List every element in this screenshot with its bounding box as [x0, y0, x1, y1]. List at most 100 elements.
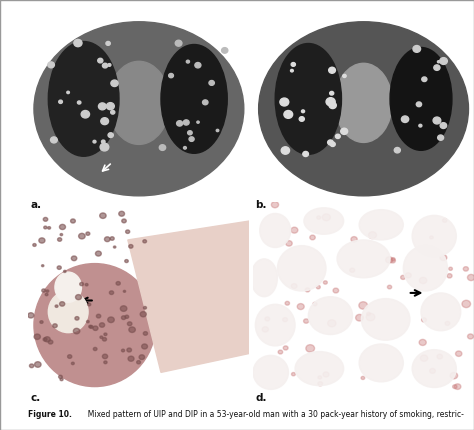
Text: c.: c.: [31, 393, 41, 402]
Circle shape: [123, 290, 126, 292]
Circle shape: [102, 338, 107, 341]
Circle shape: [463, 267, 468, 271]
Circle shape: [57, 238, 62, 241]
Circle shape: [422, 77, 427, 82]
Circle shape: [111, 80, 118, 86]
Ellipse shape: [255, 304, 295, 346]
Circle shape: [209, 80, 214, 85]
Circle shape: [120, 306, 127, 311]
Circle shape: [75, 295, 82, 300]
Circle shape: [102, 63, 108, 68]
Circle shape: [186, 60, 190, 63]
Ellipse shape: [421, 293, 461, 331]
Circle shape: [129, 327, 136, 332]
Circle shape: [322, 214, 330, 221]
Ellipse shape: [275, 43, 341, 154]
Circle shape: [169, 74, 173, 78]
Circle shape: [366, 312, 371, 316]
Circle shape: [291, 62, 295, 66]
Circle shape: [462, 300, 471, 307]
Ellipse shape: [108, 61, 170, 144]
Circle shape: [100, 213, 106, 218]
Circle shape: [144, 307, 146, 309]
Ellipse shape: [295, 352, 344, 386]
Circle shape: [280, 98, 289, 106]
Circle shape: [55, 305, 58, 307]
Circle shape: [34, 334, 40, 339]
Ellipse shape: [161, 45, 227, 153]
Circle shape: [323, 372, 329, 377]
Text: a.: a.: [31, 200, 42, 209]
Circle shape: [328, 67, 336, 73]
Circle shape: [318, 376, 322, 379]
Circle shape: [104, 361, 107, 364]
Circle shape: [90, 326, 93, 329]
Circle shape: [128, 356, 134, 361]
Circle shape: [100, 336, 103, 338]
Circle shape: [96, 314, 101, 318]
Circle shape: [53, 324, 57, 328]
Circle shape: [57, 266, 61, 269]
Circle shape: [28, 313, 34, 318]
Circle shape: [330, 142, 335, 147]
Circle shape: [440, 123, 447, 129]
Circle shape: [222, 48, 228, 53]
Circle shape: [305, 288, 310, 292]
Circle shape: [143, 240, 146, 243]
Circle shape: [33, 243, 36, 246]
Circle shape: [281, 147, 290, 154]
Circle shape: [291, 69, 293, 72]
Text: RadioGraphics: RadioGraphics: [9, 86, 18, 171]
Circle shape: [177, 121, 182, 126]
Circle shape: [188, 131, 192, 135]
Ellipse shape: [55, 272, 82, 302]
Circle shape: [175, 40, 182, 46]
Circle shape: [443, 218, 447, 222]
Circle shape: [119, 211, 125, 216]
Circle shape: [64, 270, 66, 273]
Circle shape: [343, 74, 346, 77]
Circle shape: [113, 246, 116, 248]
Circle shape: [159, 145, 165, 150]
Circle shape: [73, 329, 80, 334]
Circle shape: [405, 273, 411, 278]
Circle shape: [93, 347, 97, 350]
Circle shape: [291, 227, 298, 233]
Circle shape: [95, 251, 101, 256]
Circle shape: [93, 140, 96, 143]
Circle shape: [453, 385, 457, 389]
Circle shape: [401, 116, 409, 123]
Circle shape: [51, 137, 57, 143]
Circle shape: [368, 232, 376, 239]
Ellipse shape: [337, 240, 390, 278]
Circle shape: [121, 349, 125, 352]
Circle shape: [46, 290, 49, 292]
Text: d.: d.: [255, 393, 267, 402]
Circle shape: [419, 124, 422, 127]
Circle shape: [285, 301, 290, 305]
Circle shape: [306, 345, 315, 352]
Circle shape: [68, 355, 72, 358]
Circle shape: [104, 237, 110, 242]
Circle shape: [80, 283, 83, 286]
Circle shape: [333, 288, 338, 293]
Circle shape: [329, 102, 336, 108]
Ellipse shape: [335, 63, 392, 142]
Circle shape: [87, 320, 89, 323]
Circle shape: [183, 120, 189, 125]
Circle shape: [42, 265, 44, 267]
Circle shape: [328, 140, 333, 145]
Circle shape: [89, 325, 91, 328]
Circle shape: [323, 281, 327, 284]
Circle shape: [60, 302, 65, 306]
Circle shape: [437, 354, 443, 359]
Polygon shape: [128, 221, 249, 372]
Circle shape: [286, 241, 292, 246]
Circle shape: [127, 348, 131, 352]
Circle shape: [93, 326, 98, 330]
Circle shape: [445, 321, 450, 326]
Circle shape: [35, 362, 41, 367]
Circle shape: [81, 111, 90, 118]
Ellipse shape: [403, 246, 447, 291]
Circle shape: [265, 317, 270, 321]
